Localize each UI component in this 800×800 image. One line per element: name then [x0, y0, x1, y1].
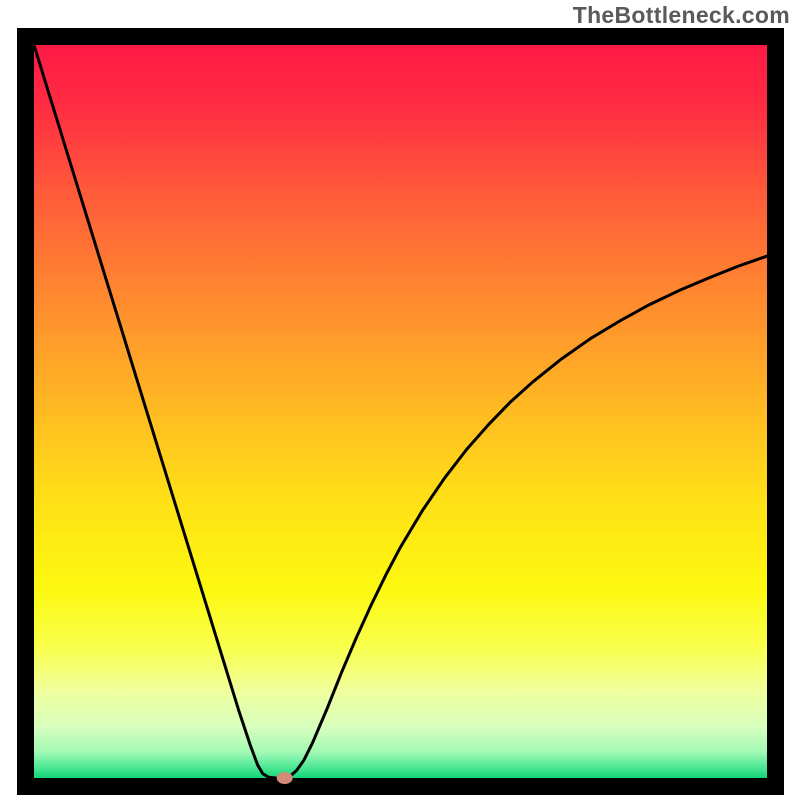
chart-background: [34, 45, 767, 778]
watermark-text: TheBottleneck.com: [573, 2, 790, 29]
optimal-point-marker: [277, 772, 293, 784]
bottleneck-chart: [17, 28, 784, 795]
chart-frame: TheBottleneck.com: [0, 0, 800, 800]
